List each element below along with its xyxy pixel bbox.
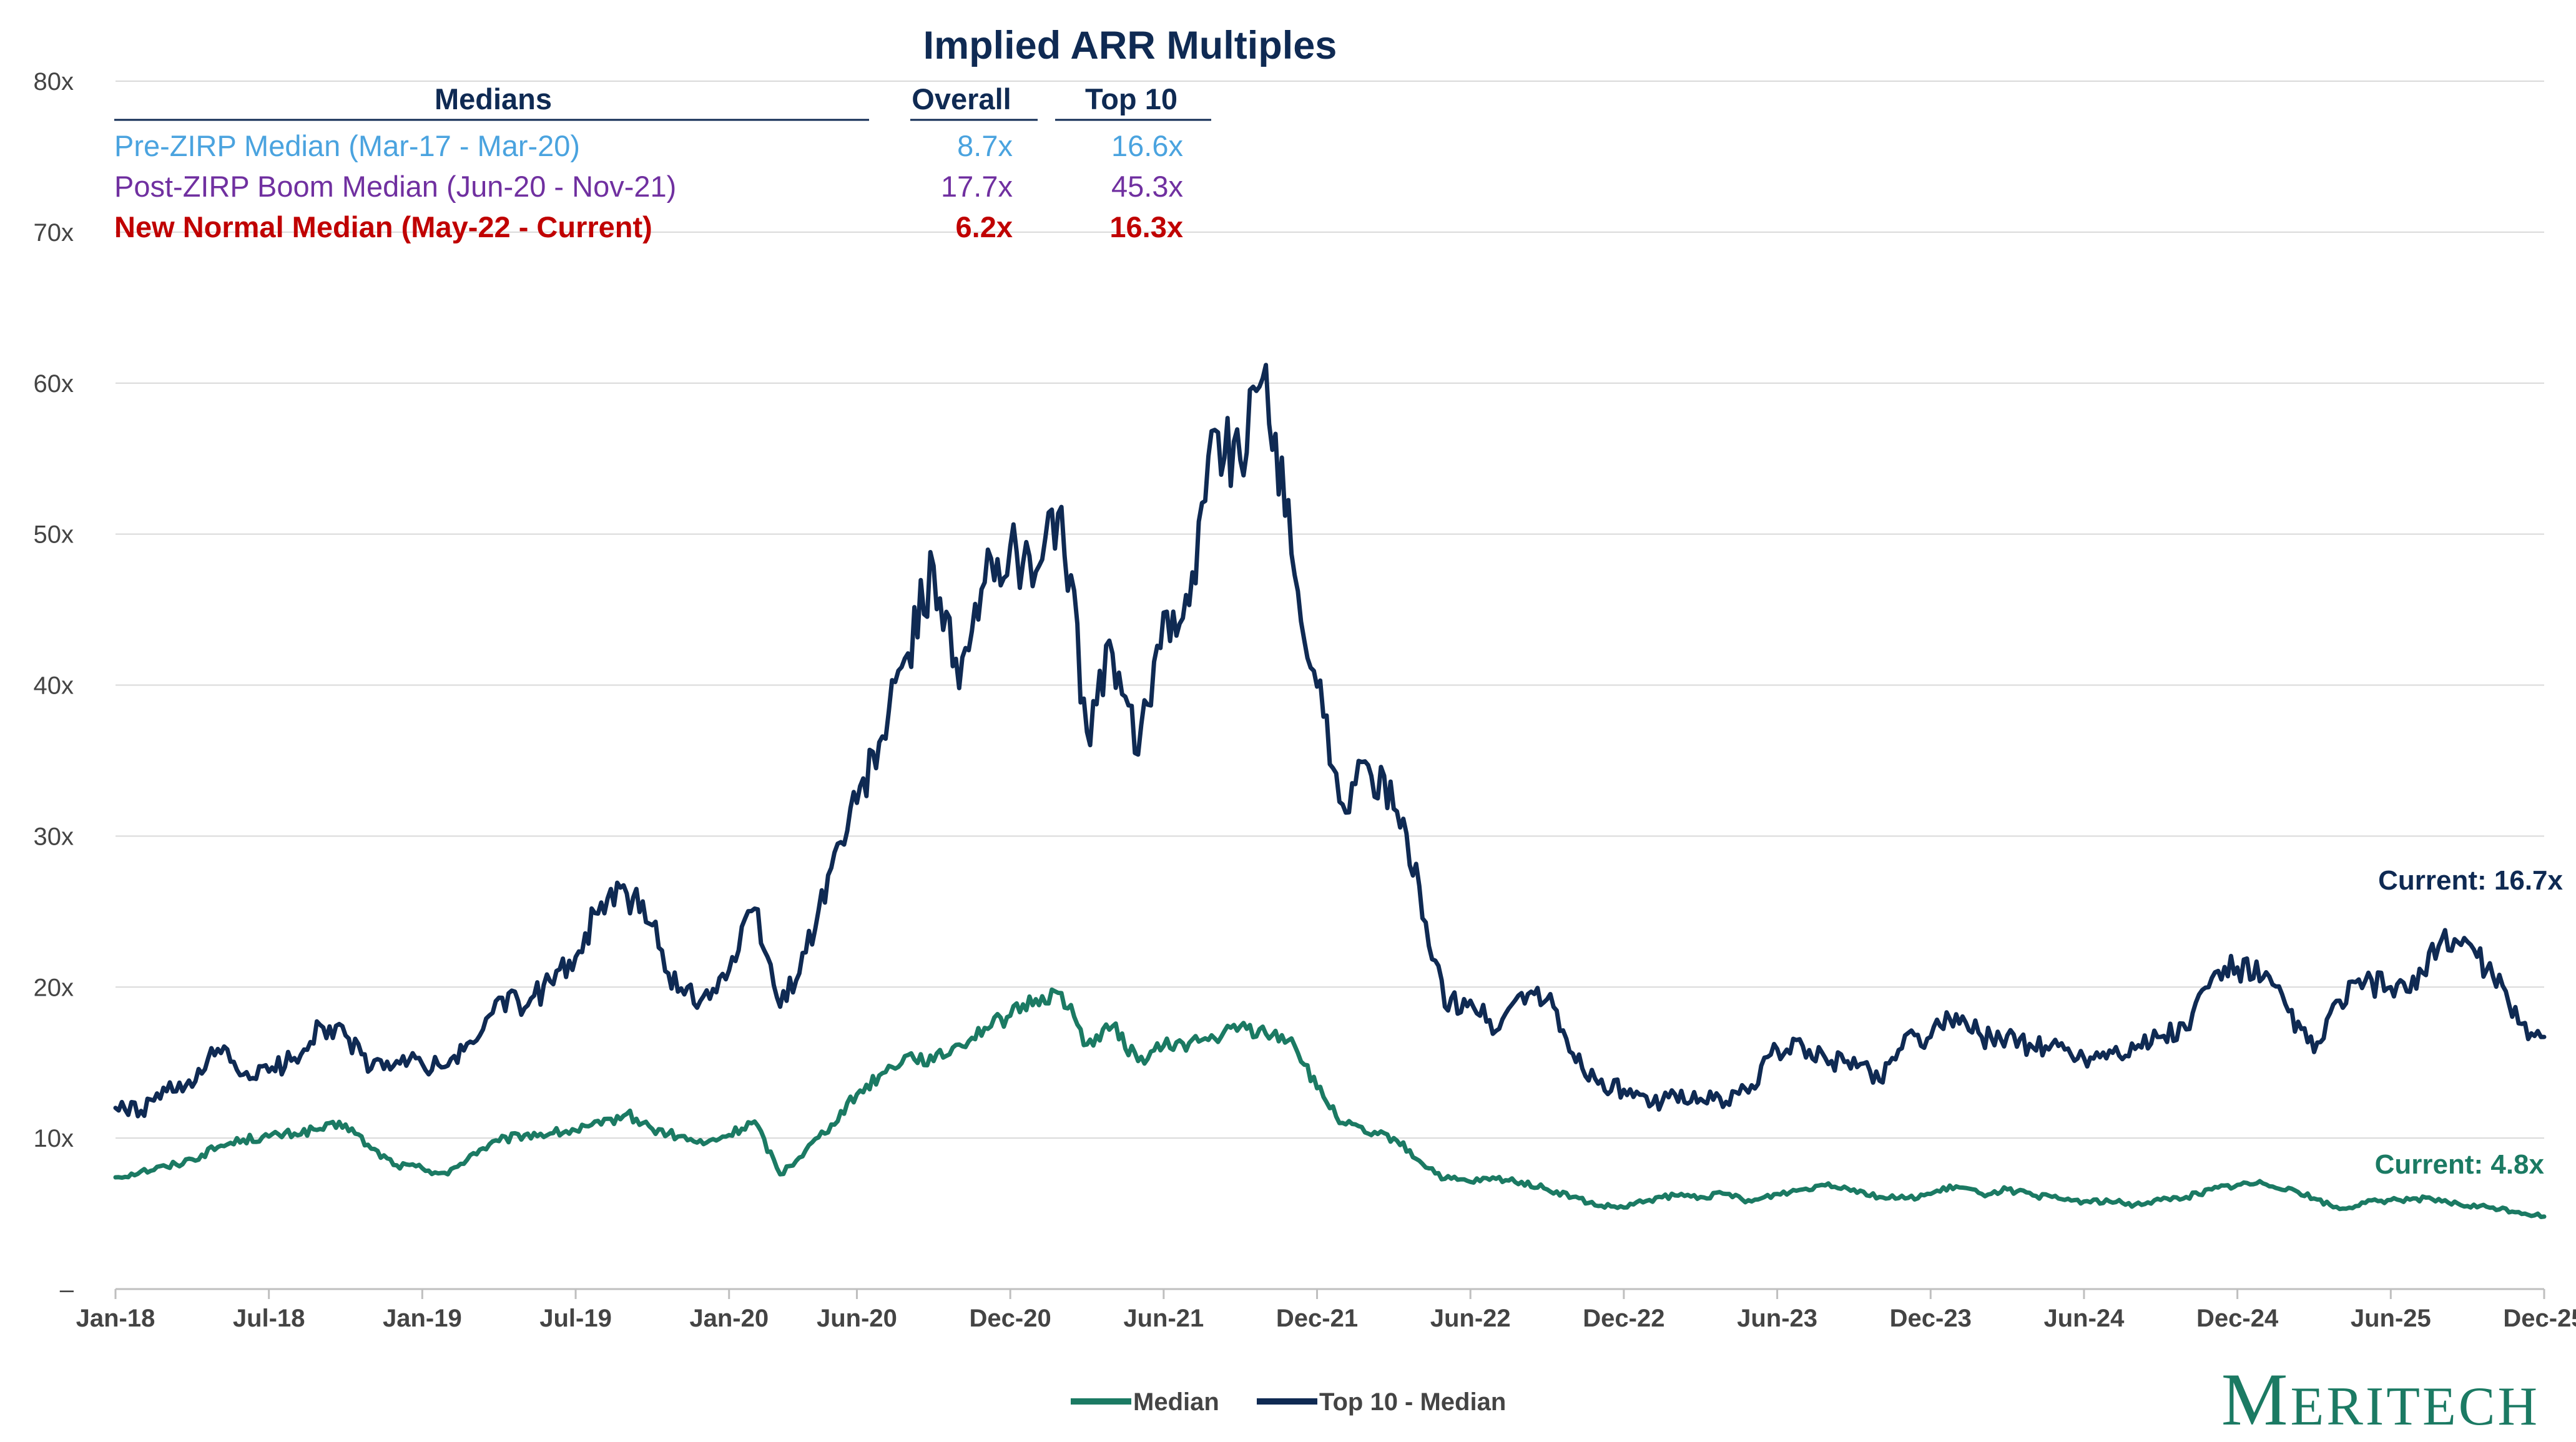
- logo-initial: M: [2221, 1358, 2291, 1441]
- x-tick-label: Jun-24: [2043, 1305, 2125, 1332]
- row-post-zirp-label: Post-ZIRP Boom Median (Jun-20 - Nov-21): [114, 170, 676, 203]
- y-tick-label: 40x: [34, 672, 74, 700]
- meritech-logo: MERITECH: [2221, 1358, 2540, 1441]
- x-tick-label: Jun-22: [1430, 1305, 1511, 1332]
- row-new-normal-overall: 6.2x: [956, 210, 1013, 243]
- x-tick-label: Jun-23: [1737, 1305, 1817, 1332]
- x-tick-label: Jan-20: [689, 1305, 769, 1332]
- x-tick-label: Jun-20: [817, 1305, 897, 1332]
- row-pre-zirp-overall: 8.7x: [957, 129, 1013, 162]
- x-tick-label: Dec-23: [1890, 1305, 1972, 1332]
- x-tick-label: Dec-22: [1583, 1305, 1664, 1332]
- row-pre-zirp-label: Pre-ZIRP Median (Mar-17 - Mar-20): [114, 129, 580, 162]
- x-tick-label: Dec-24: [2196, 1305, 2279, 1332]
- y-tick-label: 80x: [34, 68, 74, 96]
- row-new-normal-top10: 16.3x: [1109, 210, 1183, 243]
- x-tick-label: Dec-25: [2503, 1305, 2576, 1332]
- series-line-median: [113, 987, 2547, 1219]
- gridlines: [116, 81, 2544, 1139]
- y-tick-label: –: [60, 1276, 74, 1303]
- y-tick-label: 50x: [34, 521, 74, 549]
- x-axis-ticks: Jan-18 Jul-18 Jan-19 Jul-19 Jan-20 Jun-20 Dec-…: [76, 1289, 2576, 1332]
- legend: Median Top 10 - Median: [1071, 1388, 1506, 1416]
- x-tick-label: Jun-21: [1123, 1305, 1204, 1332]
- x-tick-label: Jun-25: [2351, 1305, 2431, 1332]
- y-tick-label: 70x: [34, 219, 74, 247]
- x-tick-label: Jan-18: [76, 1305, 155, 1332]
- x-tick-label: Dec-20: [970, 1305, 1051, 1332]
- x-tick-label: Jul-19: [539, 1305, 612, 1332]
- legend-label-top10: Top 10 - Median: [1319, 1388, 1506, 1416]
- x-tick-label: Jan-19: [383, 1305, 462, 1332]
- annotation-top10-current: Current: 16.7x: [2378, 865, 2563, 896]
- row-pre-zirp-top10: 16.6x: [1111, 129, 1183, 162]
- annotation-median-current: Current: 4.8x: [2375, 1149, 2545, 1180]
- legend-label-median: Median: [1133, 1388, 1219, 1416]
- y-tick-label: 30x: [34, 823, 74, 850]
- row-post-zirp-top10: 45.3x: [1111, 170, 1183, 203]
- row-post-zirp-overall: 17.7x: [941, 170, 1013, 203]
- series-line-top10: [113, 363, 2547, 1119]
- y-tick-label: 10x: [34, 1125, 74, 1152]
- x-tick-label: Dec-21: [1276, 1305, 1358, 1332]
- top10-header: Top 10: [1085, 82, 1177, 115]
- y-axis-ticks: – 10x 20x 30x 40x 50x 60x 70x 80x: [34, 68, 74, 1303]
- series-lines: [113, 363, 2547, 1219]
- y-tick-label: 60x: [34, 370, 74, 398]
- medians-header: Medians: [435, 82, 552, 115]
- chart-title: Implied ARR Multiples: [923, 24, 1337, 67]
- x-tick-label: Jul-18: [233, 1305, 305, 1332]
- logo-rest: ERITECH: [2290, 1376, 2540, 1437]
- row-new-normal-label: New Normal Median (May-22 - Current): [114, 210, 652, 243]
- overall-header: Overall: [912, 82, 1011, 115]
- y-tick-label: 20x: [34, 974, 74, 1001]
- medians-table: Medians Overall Top 10 Pre-ZIRP Median (…: [114, 82, 1211, 243]
